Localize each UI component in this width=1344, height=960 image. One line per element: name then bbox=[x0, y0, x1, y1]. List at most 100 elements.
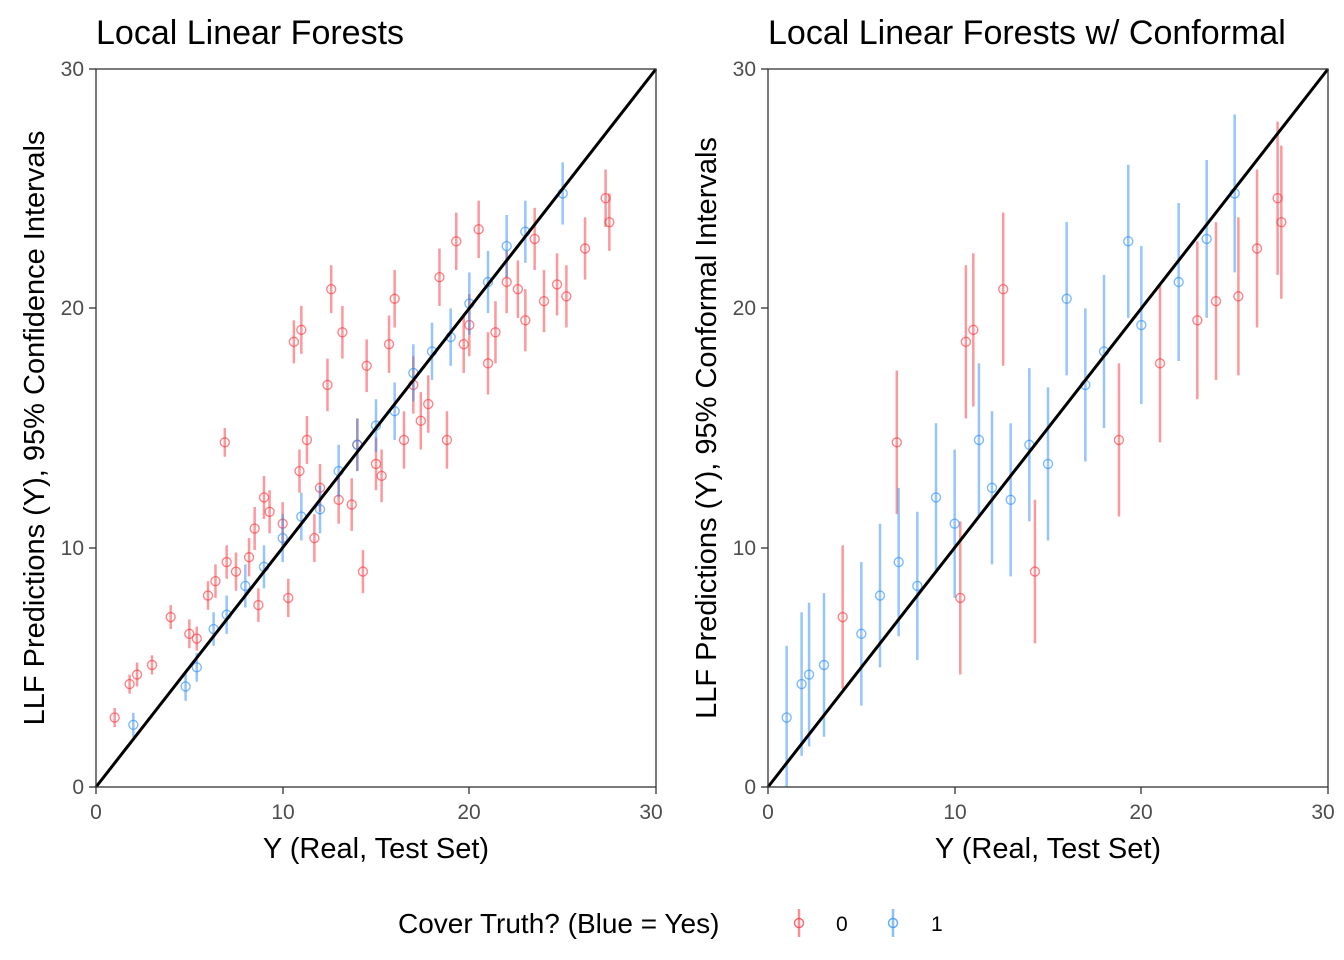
data-point-1 bbox=[781, 712, 792, 723]
data-point-1 bbox=[1136, 319, 1147, 331]
data-point-1 bbox=[240, 580, 251, 592]
data-point-0 bbox=[283, 592, 294, 604]
data-point-1 bbox=[277, 532, 288, 544]
data-point-0 bbox=[322, 379, 333, 391]
data-point-0 bbox=[184, 628, 195, 640]
data-point-0 bbox=[604, 216, 615, 228]
y-tick-label: 30 bbox=[733, 58, 756, 81]
chart-title: Local Linear Forests bbox=[96, 14, 404, 52]
identity-line bbox=[94, 68, 658, 788]
plot-area-right bbox=[766, 68, 1330, 788]
data-point-1 bbox=[128, 719, 139, 730]
data-point-0 bbox=[337, 327, 348, 338]
data-point-1 bbox=[949, 518, 960, 529]
x-axis-title: Y (Real, Test Set) bbox=[263, 833, 489, 865]
data-point-1 bbox=[930, 492, 942, 503]
data-point-0 bbox=[490, 327, 501, 338]
data-point-0 bbox=[389, 293, 400, 304]
x-tick-label: 0 bbox=[90, 801, 102, 824]
data-point-1 bbox=[796, 678, 807, 690]
y-tick-label: 10 bbox=[61, 537, 84, 560]
data-point-0 bbox=[131, 669, 143, 680]
data-point-0 bbox=[1113, 434, 1125, 446]
y-axis-title: LLF Predictions (Y), 95% Confidence Inte… bbox=[19, 131, 51, 726]
data-point-1 bbox=[1005, 494, 1016, 505]
y-tick-label: 10 bbox=[733, 537, 756, 560]
x-tick-label: 10 bbox=[943, 801, 966, 824]
data-point-0 bbox=[473, 224, 484, 235]
data-point-0 bbox=[210, 575, 221, 587]
data-point-1 bbox=[1201, 233, 1212, 245]
data-point-0 bbox=[837, 611, 848, 623]
data-point-1 bbox=[1123, 236, 1134, 247]
x-axis-right: 0 10 20 30 bbox=[762, 787, 1335, 824]
data-point-0 bbox=[253, 599, 264, 611]
data-point-0 bbox=[191, 633, 203, 644]
identity-line bbox=[766, 68, 1330, 788]
data-point-0 bbox=[165, 611, 176, 623]
data-point-0 bbox=[561, 291, 572, 302]
data-point-0 bbox=[383, 339, 395, 350]
data-point-0 bbox=[512, 283, 524, 295]
legend-label: 0 bbox=[836, 913, 848, 936]
panel-border bbox=[95, 68, 657, 788]
panel-left: Local Linear Forests 0 10 20 30 0 10 20 bbox=[19, 14, 663, 865]
data-point-0 bbox=[1233, 291, 1244, 302]
data-point-0 bbox=[423, 398, 434, 410]
data-point-0 bbox=[891, 437, 902, 448]
y-axis-right: 0 10 20 30 bbox=[733, 58, 768, 799]
data-point-0 bbox=[501, 276, 512, 288]
data-point-0 bbox=[296, 324, 307, 336]
points-layer-left bbox=[109, 162, 615, 737]
data-point-0 bbox=[579, 243, 591, 254]
data-point-0 bbox=[520, 315, 531, 326]
x-tick-label: 0 bbox=[762, 801, 774, 824]
data-point-0 bbox=[243, 552, 255, 563]
data-point-0 bbox=[538, 295, 550, 307]
data-point-0 bbox=[415, 415, 426, 427]
data-point-1 bbox=[973, 434, 985, 446]
data-point-0 bbox=[230, 566, 242, 577]
data-point-0 bbox=[529, 233, 540, 245]
y-tick-label: 30 bbox=[61, 58, 84, 81]
data-point-1 bbox=[818, 659, 830, 671]
data-point-0 bbox=[1192, 315, 1203, 326]
data-point-1 bbox=[893, 556, 904, 568]
data-point-1 bbox=[1042, 458, 1054, 470]
data-point-0 bbox=[398, 434, 410, 446]
data-point-0 bbox=[376, 470, 387, 482]
x-tick-label: 30 bbox=[639, 801, 662, 824]
legend-key-point bbox=[793, 917, 805, 929]
legend: Cover Truth? (Blue = Yes) 0 1 bbox=[398, 908, 943, 939]
y-tick-label: 0 bbox=[72, 776, 84, 799]
data-point-0 bbox=[301, 434, 313, 446]
data-point-1 bbox=[314, 504, 326, 515]
x-axis-left: 0 10 20 30 bbox=[90, 787, 663, 824]
data-point-0 bbox=[1029, 566, 1041, 577]
data-point-0 bbox=[968, 324, 979, 336]
data-point-0 bbox=[960, 336, 972, 348]
data-point-0 bbox=[258, 492, 270, 503]
data-point-0 bbox=[451, 236, 462, 247]
legend-key-1: 1 bbox=[887, 909, 943, 937]
data-point-0 bbox=[434, 272, 445, 283]
plot-area-left bbox=[94, 68, 658, 788]
data-point-0 bbox=[1251, 243, 1263, 254]
data-point-0 bbox=[219, 437, 231, 448]
legend-title: Cover Truth? (Blue = Yes) bbox=[398, 908, 719, 939]
data-point-0 bbox=[202, 590, 214, 601]
data-point-0 bbox=[288, 336, 300, 348]
points-layer-right bbox=[781, 114, 1287, 787]
data-point-0 bbox=[346, 499, 357, 510]
x-tick-label: 10 bbox=[271, 801, 294, 824]
legend-key-point bbox=[887, 917, 899, 929]
panel-border bbox=[767, 68, 1329, 788]
data-point-1 bbox=[501, 240, 512, 252]
x-axis-title: Y (Real, Test Set) bbox=[935, 833, 1161, 865]
data-point-0 bbox=[146, 659, 158, 671]
data-point-0 bbox=[309, 532, 320, 544]
x-tick-label: 30 bbox=[1311, 801, 1334, 824]
y-axis-title: LLF Predictions (Y), 95% Conformal Inter… bbox=[691, 137, 723, 719]
data-point-1 bbox=[912, 580, 923, 592]
